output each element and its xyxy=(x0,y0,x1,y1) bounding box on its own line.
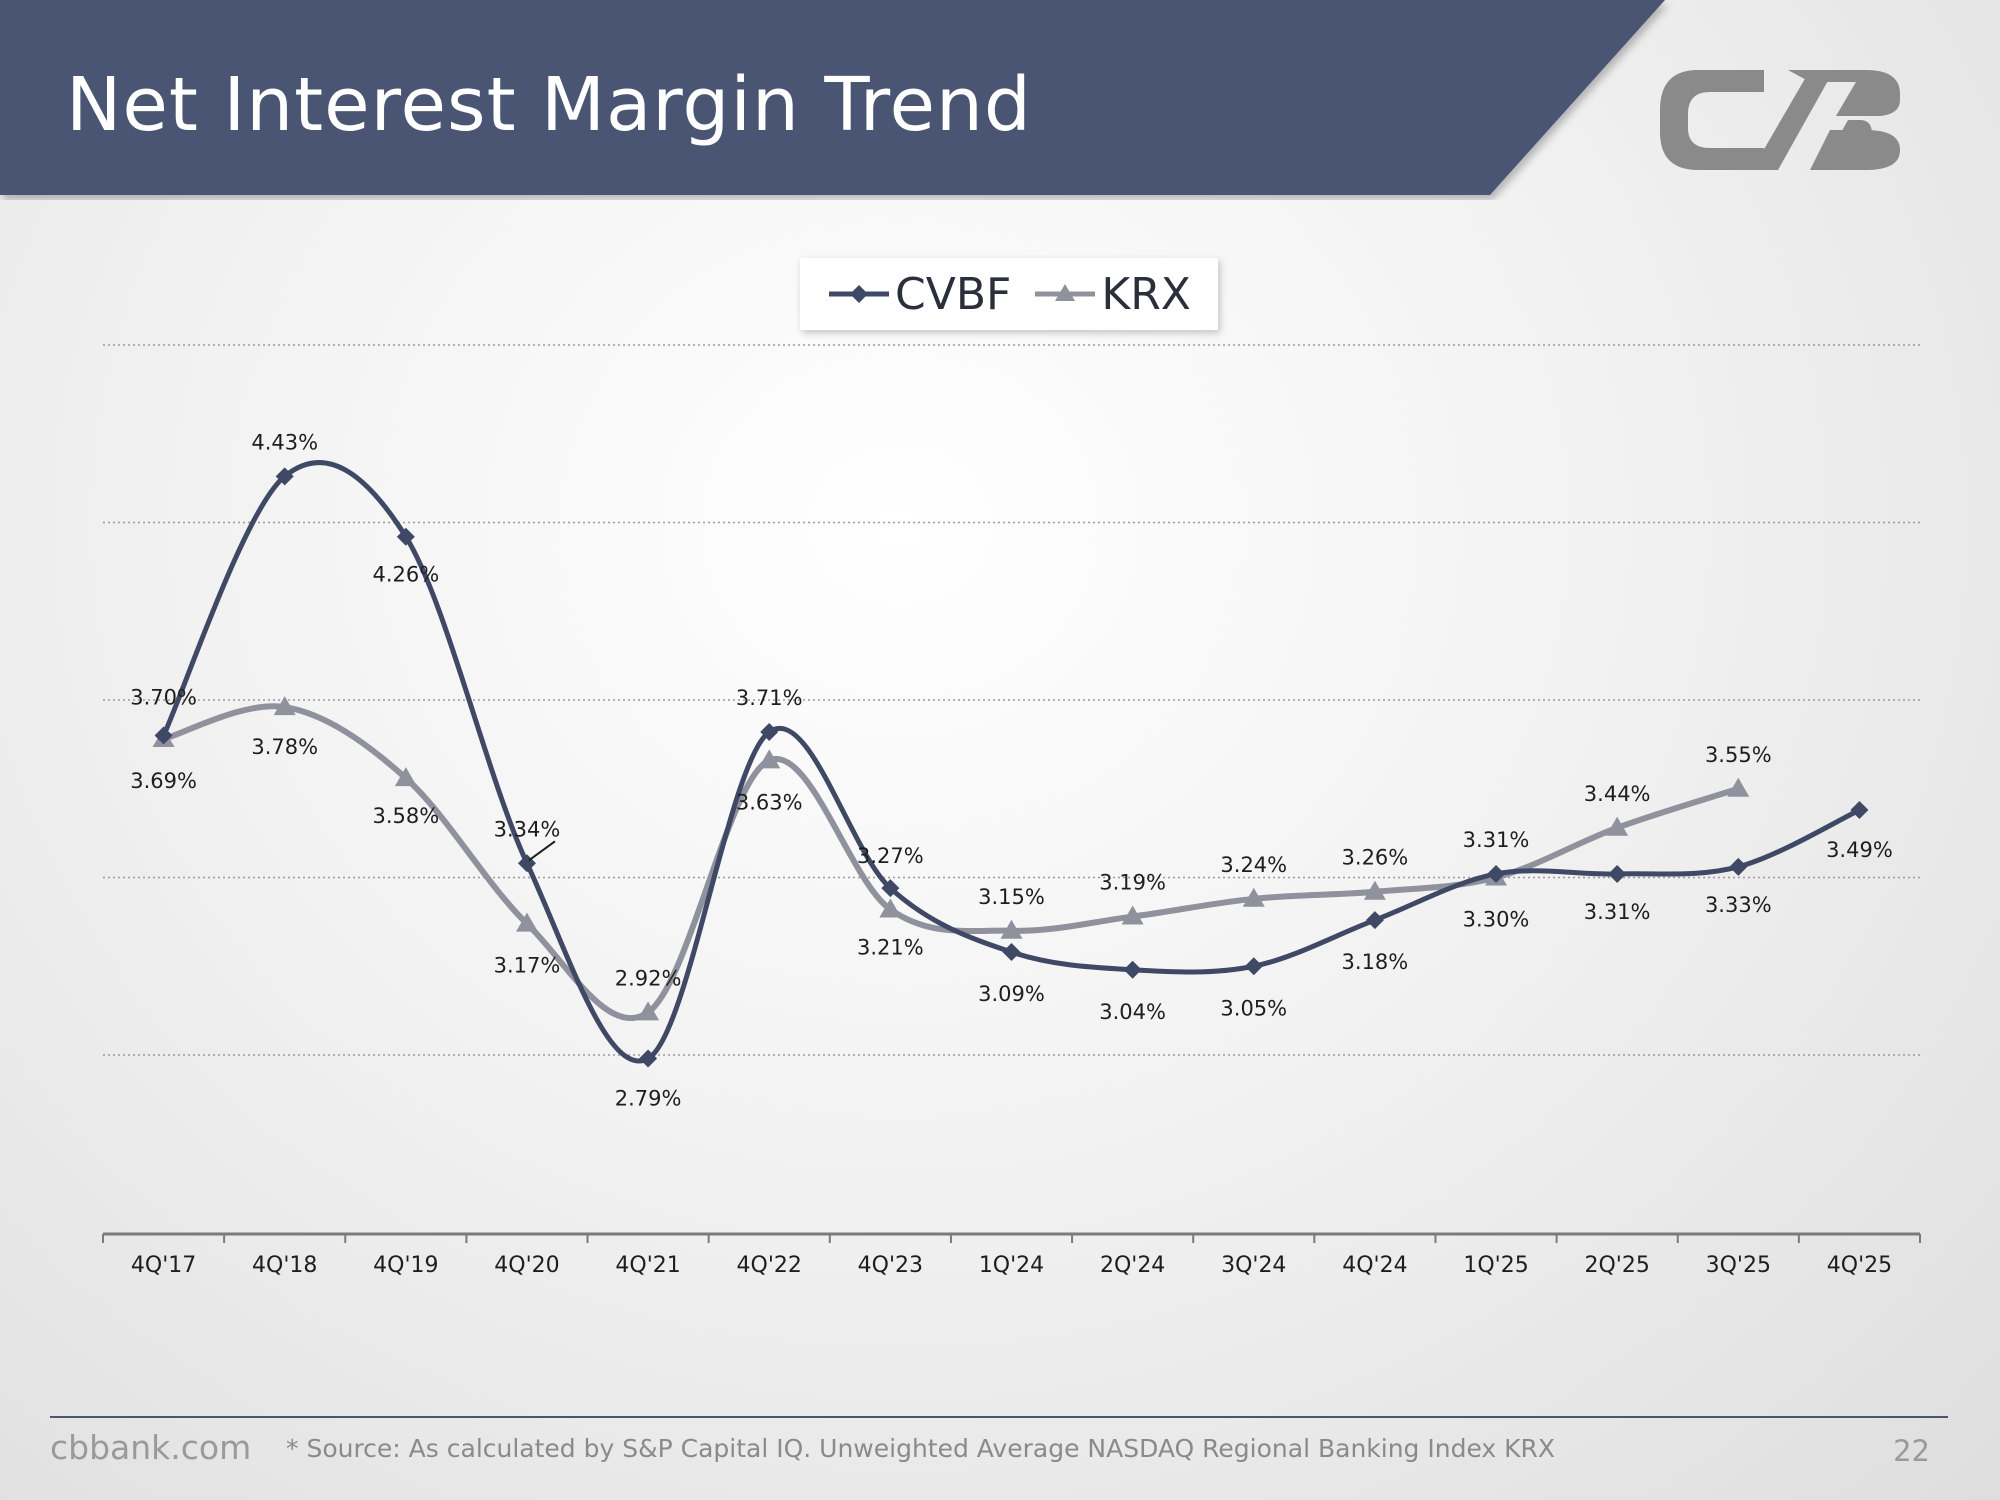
x-tick-label: 4Q'25 xyxy=(1827,1253,1892,1278)
data-label-krx: 3.21% xyxy=(857,935,924,959)
diamond-marker-icon xyxy=(829,285,890,303)
data-label-cvbf: 3.18% xyxy=(1342,950,1409,974)
data-label-krx: 3.26% xyxy=(1342,846,1409,870)
data-point-krx xyxy=(1121,905,1144,925)
data-label-cvbf: 4.26% xyxy=(372,563,439,587)
x-tick-label: 4Q'17 xyxy=(131,1253,196,1278)
data-label-cvbf: 3.04% xyxy=(1099,1000,1166,1024)
x-tick-label: 4Q'19 xyxy=(373,1253,438,1278)
data-label-krx: 3.44% xyxy=(1584,782,1651,806)
page-title: Net Interest Margin Trend xyxy=(66,62,1032,148)
footer-source-note: * Source: As calculated by S&P Capital I… xyxy=(286,1434,1556,1463)
data-label-cvbf: 3.27% xyxy=(857,844,924,868)
legend-label-krx: KRX xyxy=(1101,268,1191,320)
data-point-krx xyxy=(273,696,296,716)
data-point-krx xyxy=(758,749,781,769)
page-number: 22 xyxy=(1893,1434,1930,1468)
data-point-cvbf xyxy=(1729,857,1748,876)
data-label-cvbf: 3.05% xyxy=(1220,996,1287,1020)
data-label-krx: 3.30% xyxy=(1463,908,1530,932)
data-point-krx xyxy=(1606,816,1629,836)
data-point-cvbf xyxy=(1123,960,1142,979)
data-label-krx: 3.15% xyxy=(978,885,1045,909)
x-tick-label: 4Q'20 xyxy=(494,1253,559,1278)
data-point-krx xyxy=(394,767,417,787)
data-point-cvbf xyxy=(1487,864,1506,883)
data-label-cvbf: 3.71% xyxy=(736,686,803,710)
x-tick-label: 1Q'25 xyxy=(1463,1253,1528,1278)
cvb-logo xyxy=(1660,70,1900,170)
data-label-cvbf: 3.31% xyxy=(1584,900,1651,924)
data-point-cvbf xyxy=(1365,911,1384,930)
data-point-cvbf xyxy=(760,722,779,741)
legend-item-krx: KRX xyxy=(1033,269,1191,320)
data-label-krx: 3.19% xyxy=(1099,871,1166,895)
data-point-krx xyxy=(1000,919,1023,939)
label-leader-line xyxy=(528,840,556,862)
data-point-cvbf xyxy=(639,1049,658,1068)
chart-legend: CVBF KRX xyxy=(800,258,1218,330)
data-point-krx xyxy=(1727,777,1750,797)
title-banner xyxy=(0,0,1665,195)
data-point-cvbf xyxy=(1002,943,1021,962)
data-label-cvbf: 2.79% xyxy=(615,1087,682,1111)
x-tick-label: 4Q'18 xyxy=(252,1253,317,1278)
footer-website[interactable]: cbbank.com xyxy=(50,1428,252,1467)
x-tick-label: 3Q'25 xyxy=(1706,1253,1771,1278)
data-point-krx xyxy=(637,1001,660,1021)
data-label-krx: 3.55% xyxy=(1705,743,1772,767)
data-point-krx xyxy=(1242,887,1265,907)
data-point-krx xyxy=(1363,880,1386,900)
data-point-cvbf xyxy=(1608,864,1627,883)
legend-label-cvbf: CVBF xyxy=(895,268,1012,320)
series-line-krx xyxy=(162,703,1740,1022)
data-label-krx: 2.92% xyxy=(615,966,682,990)
data-point-cvbf xyxy=(275,467,294,486)
data-point-cvbf xyxy=(1244,957,1263,976)
series-line-cvbf xyxy=(161,460,1861,1064)
data-label-cvbf: 3.70% xyxy=(130,686,197,710)
x-tick-label: 4Q'22 xyxy=(737,1253,802,1278)
data-point-krx xyxy=(879,898,902,918)
x-tick-label: 2Q'24 xyxy=(1100,1253,1165,1278)
x-tick-label: 1Q'24 xyxy=(979,1253,1044,1278)
data-label-krx: 3.17% xyxy=(494,954,561,978)
x-tick-label: 3Q'24 xyxy=(1221,1253,1286,1278)
nim-line-chart: 4Q'17 4Q'18 4Q'19 4Q'20 4Q'21 4Q'22 4Q'23 1Q'24… xyxy=(102,344,1921,1278)
data-point-cvbf xyxy=(1850,801,1869,820)
triangle-marker-icon xyxy=(1035,284,1096,301)
data-point-cvbf xyxy=(396,527,415,546)
x-tick-label: 2Q'25 xyxy=(1584,1253,1649,1278)
x-tick-label: 4Q'23 xyxy=(858,1253,923,1278)
legend-item-cvbf: CVBF xyxy=(827,269,1011,320)
data-label-krx: 3.69% xyxy=(130,769,197,793)
data-label-krx: 3.58% xyxy=(372,804,439,828)
x-tick-label: 4Q'21 xyxy=(615,1253,680,1278)
data-label-krx: 3.63% xyxy=(736,790,803,814)
data-point-cvbf xyxy=(154,726,173,745)
data-label-cvbf: 4.43% xyxy=(251,430,318,454)
data-label-cvbf: 3.49% xyxy=(1826,838,1893,862)
banner-shape xyxy=(0,0,1665,195)
x-tick-label: 4Q'24 xyxy=(1342,1253,1407,1278)
data-label-krx: 3.78% xyxy=(251,735,318,759)
data-label-krx: 3.24% xyxy=(1220,853,1287,877)
data-point-cvbf xyxy=(881,879,900,898)
footer-divider xyxy=(50,1416,1948,1418)
data-label-cvbf: 3.34% xyxy=(494,817,561,841)
data-label-cvbf: 3.31% xyxy=(1463,828,1530,852)
data-label-cvbf: 3.09% xyxy=(978,982,1045,1006)
data-point-krx xyxy=(515,912,538,932)
data-label-cvbf: 3.33% xyxy=(1705,893,1772,917)
